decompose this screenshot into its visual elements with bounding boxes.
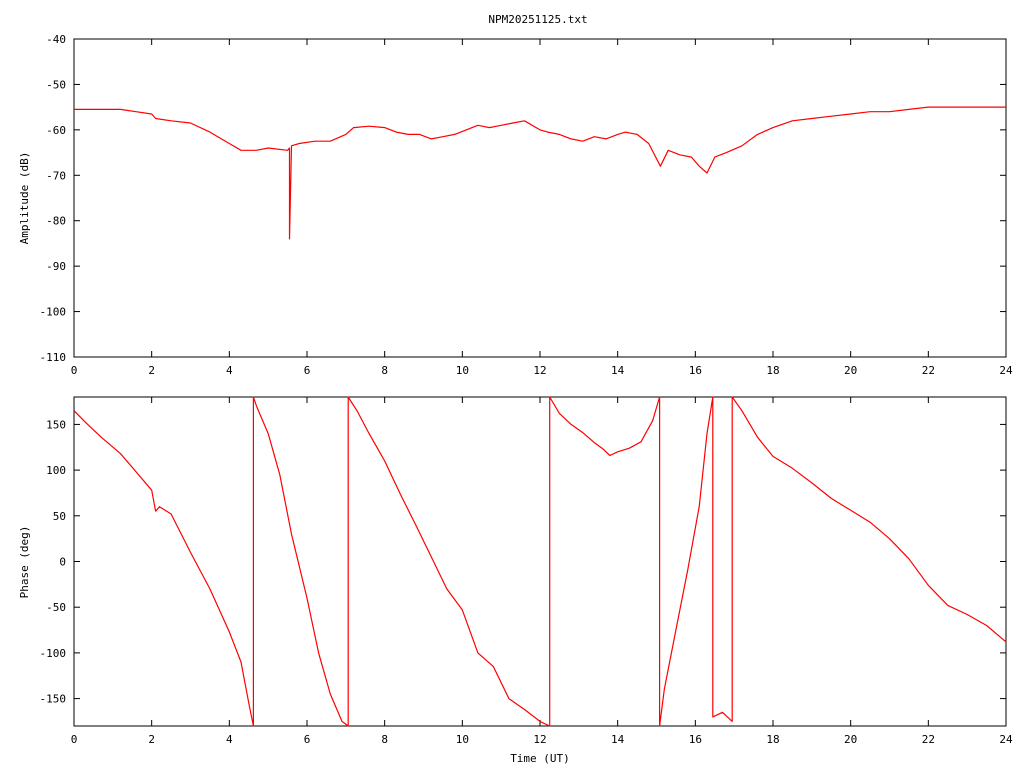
amplitude-y-tick-label: -40 <box>46 33 66 46</box>
amplitude-x-tick-label: 14 <box>611 364 625 377</box>
phase-x-tick-label: 0 <box>71 733 78 746</box>
phase-x-axis-label: Time (UT) <box>510 752 570 765</box>
phase-y-tick-label: 0 <box>59 556 66 569</box>
amplitude-x-tick-label: 2 <box>148 364 155 377</box>
phase-x-tick-label: 6 <box>304 733 311 746</box>
amplitude-y-tick-label: -80 <box>46 215 66 228</box>
phase-panel: Phase (deg) Time (UT) 0 2 4 6 8 10 12 14 16 18 20 2… <box>18 396 1013 765</box>
phase-x-tick-label: 4 <box>226 733 233 746</box>
phase-x-tick-label: 24 <box>999 733 1013 746</box>
amplitude-x-tick-label: 6 <box>304 364 311 377</box>
amplitude-y-tick-label: -60 <box>46 124 66 137</box>
amplitude-x-tick-label: 20 <box>844 364 857 377</box>
phase-x-tick-label: 8 <box>381 733 388 746</box>
phase-y-axis-label: Phase (deg) <box>18 526 31 599</box>
phase-x-tick-label: 10 <box>456 733 469 746</box>
amplitude-x-tick-label: 0 <box>71 364 78 377</box>
phase-x-tick-label: 18 <box>766 733 779 746</box>
amplitude-y-tick-label: -100 <box>40 306 67 319</box>
phase-series-line <box>73 396 1007 727</box>
amplitude-x-tick-label: 16 <box>689 364 702 377</box>
amplitude-y-tick-label: -50 <box>46 78 66 91</box>
amplitude-ticks: 0 2 4 6 8 10 12 14 16 18 20 22 24-40-50-60-70-80-90-… <box>40 33 1013 377</box>
amplitude-x-tick-label: 8 <box>381 364 388 377</box>
amplitude-x-tick-label: 18 <box>766 364 779 377</box>
phase-y-tick-label: 50 <box>53 510 66 523</box>
phase-x-tick-label: 14 <box>611 733 625 746</box>
phase-x-tick-label: 22 <box>922 733 935 746</box>
phase-y-tick-label: 100 <box>46 464 66 477</box>
amplitude-x-tick-label: 22 <box>922 364 935 377</box>
phase-y-tick-label: -100 <box>40 647 67 660</box>
amplitude-y-tick-label: -90 <box>46 260 66 273</box>
chart-title: NPM20251125.txt <box>488 13 587 26</box>
amplitude-x-tick-label: 10 <box>456 364 469 377</box>
phase-y-tick-label: -150 <box>40 693 67 706</box>
amplitude-y-tick-label: -70 <box>46 169 66 182</box>
amplitude-panel: Amplitude (dB) 0 2 4 6 8 10 12 14 16 18 20 22 24-40-… <box>18 33 1013 377</box>
phase-ticks: 0 2 4 6 8 10 12 14 16 18 20 22 24150100500-50-100-15… <box>40 397 1013 746</box>
amplitude-y-axis-label: Amplitude (dB) <box>18 152 31 245</box>
amplitude-x-tick-label: 24 <box>999 364 1013 377</box>
phase-y-tick-label: -50 <box>46 601 66 614</box>
phase-x-tick-label: 2 <box>148 733 155 746</box>
phase-x-tick-label: 20 <box>844 733 857 746</box>
amplitude-y-tick-label: -110 <box>40 351 67 364</box>
phase-y-tick-label: 150 <box>46 418 66 431</box>
amplitude-series-line <box>74 106 1006 240</box>
amplitude-x-tick-label: 12 <box>533 364 546 377</box>
phase-x-tick-label: 16 <box>689 733 702 746</box>
phase-x-tick-label: 12 <box>533 733 546 746</box>
amplitude-x-tick-label: 4 <box>226 364 233 377</box>
